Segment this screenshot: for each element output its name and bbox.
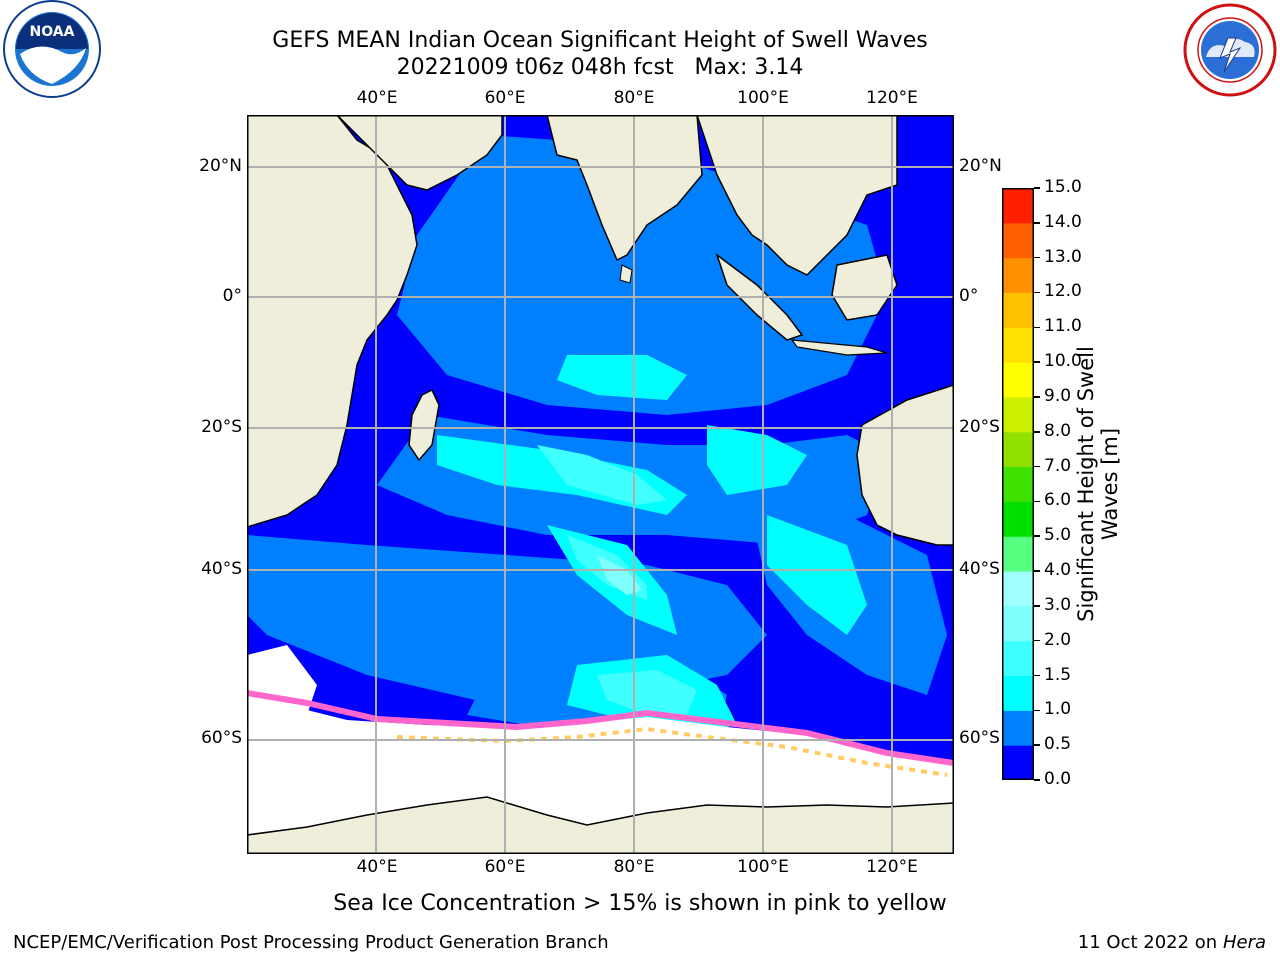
colorbar-tick-label: 6.0 [1044,490,1072,511]
colorbar-tick-label: 9.0 [1044,385,1072,406]
colorbar-border [1002,188,1034,780]
colorbar-tick-label: 8.0 [1044,420,1072,441]
footer-date-text: 11 Oct 2022 on [1077,932,1223,953]
lat-tick-left-40s: 40°S [201,559,242,579]
lat-tick-left-60s: 60°S [201,728,242,748]
colorbar-tick-mark [1034,222,1040,224]
lat-tick-right-60s: 60°S [959,728,1000,748]
lon-tick-bottom-40e: 40°E [356,857,398,877]
lat-tick-left-20s: 20°S [201,417,242,437]
lon-tick-top-60e: 60°E [484,88,526,108]
lat-tick-left-0: 0° [222,286,242,306]
colorbar-swatch [1002,536,1034,572]
colorbar-tick-mark [1034,465,1040,468]
colorbar-tick-mark [1034,500,1040,503]
colorbar-tick-mark [1034,431,1040,433]
chart-subtitle: 20221009 t06z 048h fcst Max: 3.14 [396,55,804,80]
colorbar-tick-mark [1034,291,1040,294]
grid-lines [247,115,954,854]
colorbar-tick-label: 5.0 [1044,525,1072,546]
lon-tick-bottom-60e: 60°E [484,857,526,877]
colorbar-tick-mark [1034,396,1040,398]
colorbar-swatch [1002,466,1034,502]
colorbar-tick-label: 14.0 [1044,211,1082,232]
colorbar-swatch [1002,675,1034,711]
ocean-map [247,115,954,854]
colorbar-tick-mark [1034,639,1040,642]
colorbar-swatch [1002,396,1034,433]
colorbar-tick-label: 0.0 [1044,769,1072,789]
colorbar-tick-mark [1034,187,1040,189]
lat-tick-right-20n: 20°N [959,156,1002,176]
lon-tick-top-100e: 100°E [737,88,789,108]
colorbar-tick-label: 7.0 [1044,455,1072,476]
colorbar-swatch [1002,257,1034,293]
lat-tick-right-0: 0° [959,286,979,306]
colorbar-tick-label: 0.5 [1044,734,1072,755]
colorbar-tick-mark [1034,361,1040,363]
colorbar-tick-mark [1034,570,1040,572]
footer-credit: NCEP/EMC/Verification Post Processing Pr… [13,932,609,953]
ice-caption: Sea Ice Concentration > 15% is shown in … [333,891,947,916]
lon-tick-bottom-100e: 100°E [737,857,789,877]
colorbar-swatch [1002,710,1034,746]
colorbar-tick-label: 13.0 [1044,246,1082,267]
colorbar-tick-label: 1.5 [1044,664,1072,685]
colorbar-tick-mark [1034,674,1040,677]
colorbar-tick-label: 2.0 [1044,629,1072,650]
noaa-logo: NOAA [0,0,105,100]
colorbar-swatch [1002,640,1034,677]
colorbar-swatch [1002,431,1034,468]
colorbar-swatches [1002,188,1034,781]
colorbar-swatch [1002,571,1034,607]
chart-title: GEFS MEAN Indian Ocean Significant Heigh… [272,28,928,53]
colorbar-swatch [1002,188,1034,224]
colorbar [1002,188,1034,781]
colorbar-swatch [1002,605,1034,642]
nws-logo [1180,2,1280,98]
colorbar-swatch [1002,327,1034,363]
colorbar-tick-label: 12.0 [1044,281,1082,302]
colorbar-swatch [1002,292,1034,328]
colorbar-swatch [1002,362,1034,398]
map-panel [247,115,954,854]
lat-tick-right-40s: 40°S [959,559,1000,579]
colorbar-tick-labels: 0.0 0.5 1.0 1.5 2.0 3.0 4.0 5.0 6.0 7.0 8.0 9.0 10.0… [1034,0,1102,960]
colorbar-tick-mark [1034,709,1040,712]
colorbar-tick-mark [1034,605,1040,607]
lon-tick-top-120e: 120°E [866,88,918,108]
colorbar-tick-label: 4.0 [1044,560,1072,581]
lat-tick-right-20s: 20°S [959,417,1000,437]
colorbar-title-line2: Waves [m] [1098,427,1122,541]
colorbar-tick-mark [1034,779,1040,781]
footer-host: Hera [1222,932,1266,953]
colorbar-tick-label: 11.0 [1044,316,1082,337]
lon-tick-top-40e: 40°E [356,88,398,108]
colorbar-tick-label: 15.0 [1044,177,1082,197]
lon-tick-bottom-120e: 120°E [866,857,918,877]
colorbar-swatch [1002,501,1034,537]
colorbar-tick-mark [1034,535,1040,537]
colorbar-swatch [1002,222,1034,259]
lat-tick-left-20n: 20°N [199,156,242,176]
colorbar-tick-label: 10.0 [1044,351,1082,372]
lon-tick-bottom-80e: 80°E [613,857,655,877]
colorbar-tick-label: 3.0 [1044,594,1072,615]
footer-date: 11 Oct 2022 on Hera [1078,932,1266,953]
colorbar-title-line1: Significant Height of Swell [1074,346,1098,622]
colorbar-tick-mark [1034,326,1040,329]
colorbar-tick-mark [1034,256,1040,259]
colorbar-tick-mark [1034,744,1040,746]
colorbar-swatch [1002,745,1034,781]
lon-tick-top-80e: 80°E [613,88,655,108]
colorbar-tick-label: 1.0 [1044,699,1072,720]
svg-text:NOAA: NOAA [30,24,75,40]
